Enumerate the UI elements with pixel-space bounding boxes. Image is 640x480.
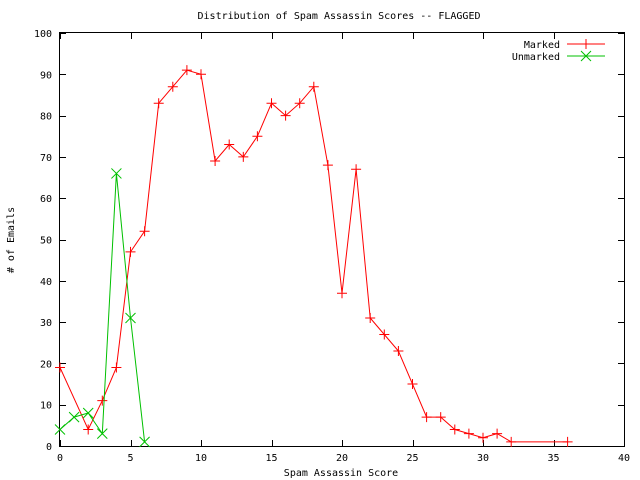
y-tick-label: 40 xyxy=(40,277,52,288)
data-point-marked xyxy=(97,395,108,406)
y-tick-label: 80 xyxy=(40,112,52,123)
x-axis-label: Spam Assassin Score xyxy=(284,468,398,479)
data-point-marked xyxy=(506,436,517,447)
data-point-marked xyxy=(111,362,122,373)
data-point-unmarked xyxy=(96,428,108,439)
legend-item-marked: Marked xyxy=(524,39,605,51)
data-point-marked xyxy=(125,246,136,257)
x-tick-label: 20 xyxy=(336,453,348,464)
series-layer xyxy=(54,65,573,448)
data-point-marked xyxy=(562,436,573,447)
data-point-unmarked xyxy=(125,312,136,324)
data-point-marked xyxy=(308,81,319,92)
y-tick-label: 10 xyxy=(40,401,52,412)
y-tick-label: 90 xyxy=(40,70,52,81)
data-point-marked xyxy=(463,428,474,439)
x-tick-label: 15 xyxy=(265,453,277,464)
y-axis-label: # of Emails xyxy=(6,207,17,273)
x-tick-label: 40 xyxy=(618,453,630,464)
y-tick-label: 70 xyxy=(40,153,52,164)
legend-item-unmarked: Unmarked xyxy=(512,50,605,63)
x-tick-label: 35 xyxy=(547,453,559,464)
data-point-marked xyxy=(337,288,347,299)
data-point-unmarked xyxy=(68,411,80,423)
data-point-unmarked xyxy=(139,436,150,448)
y-tick-label: 60 xyxy=(40,194,52,205)
x-tick-label: 30 xyxy=(477,453,489,464)
data-point-marked xyxy=(379,329,390,340)
legend-marker-marked xyxy=(581,39,591,49)
legend-label-marked: Marked xyxy=(524,40,560,51)
x-tick-label: 10 xyxy=(195,453,207,464)
data-point-marked xyxy=(478,432,488,443)
y-tick-label: 50 xyxy=(40,236,52,247)
data-point-marked xyxy=(83,424,94,435)
data-point-unmarked xyxy=(54,424,66,435)
series-line-marked xyxy=(59,69,568,443)
data-point-marked xyxy=(210,156,221,167)
chart-title: Distribution of Spam Assassin Scores -- … xyxy=(198,11,481,22)
data-point-marked xyxy=(55,362,65,373)
series-marked xyxy=(55,65,573,447)
y-tick-label: 0 xyxy=(46,442,52,453)
data-point-marked xyxy=(252,131,263,142)
data-point-marked xyxy=(153,98,164,109)
data-point-marked xyxy=(167,81,178,92)
data-point-unmarked xyxy=(111,168,122,179)
y-tick-label: 100 xyxy=(34,29,52,40)
axes: 0 5 10 15 20 25 30 35 40 0 10 20 30 40 50 60 70 80 90 100 xyxy=(34,29,630,464)
series-unmarked xyxy=(54,168,150,448)
x-tick-label: 5 xyxy=(127,453,133,464)
data-point-marked xyxy=(196,69,206,80)
data-point-marked xyxy=(365,312,376,323)
data-point-marked xyxy=(435,412,446,423)
data-point-marked xyxy=(139,226,150,237)
data-point-marked xyxy=(181,65,192,76)
data-point-marked xyxy=(322,160,333,171)
data-point-marked xyxy=(393,346,404,357)
y-tick-label: 30 xyxy=(40,318,52,329)
data-point-marked xyxy=(407,379,418,390)
data-point-marked xyxy=(266,98,277,109)
y-tick-label: 20 xyxy=(40,359,52,370)
data-point-marked xyxy=(224,139,235,150)
plot-frame xyxy=(59,32,625,447)
legend-label-unmarked: Unmarked xyxy=(512,52,560,63)
data-point-unmarked xyxy=(82,407,94,419)
data-point-marked xyxy=(421,412,432,423)
data-point-marked xyxy=(492,428,503,439)
data-point-marked xyxy=(280,110,291,121)
legend-marker-unmarked xyxy=(580,50,592,62)
x-tick-label: 0 xyxy=(57,453,63,464)
data-point-marked xyxy=(238,151,249,162)
data-point-marked xyxy=(449,424,460,435)
data-point-marked xyxy=(294,98,305,109)
x-tick-label: 25 xyxy=(406,453,418,464)
data-point-marked xyxy=(351,164,362,175)
